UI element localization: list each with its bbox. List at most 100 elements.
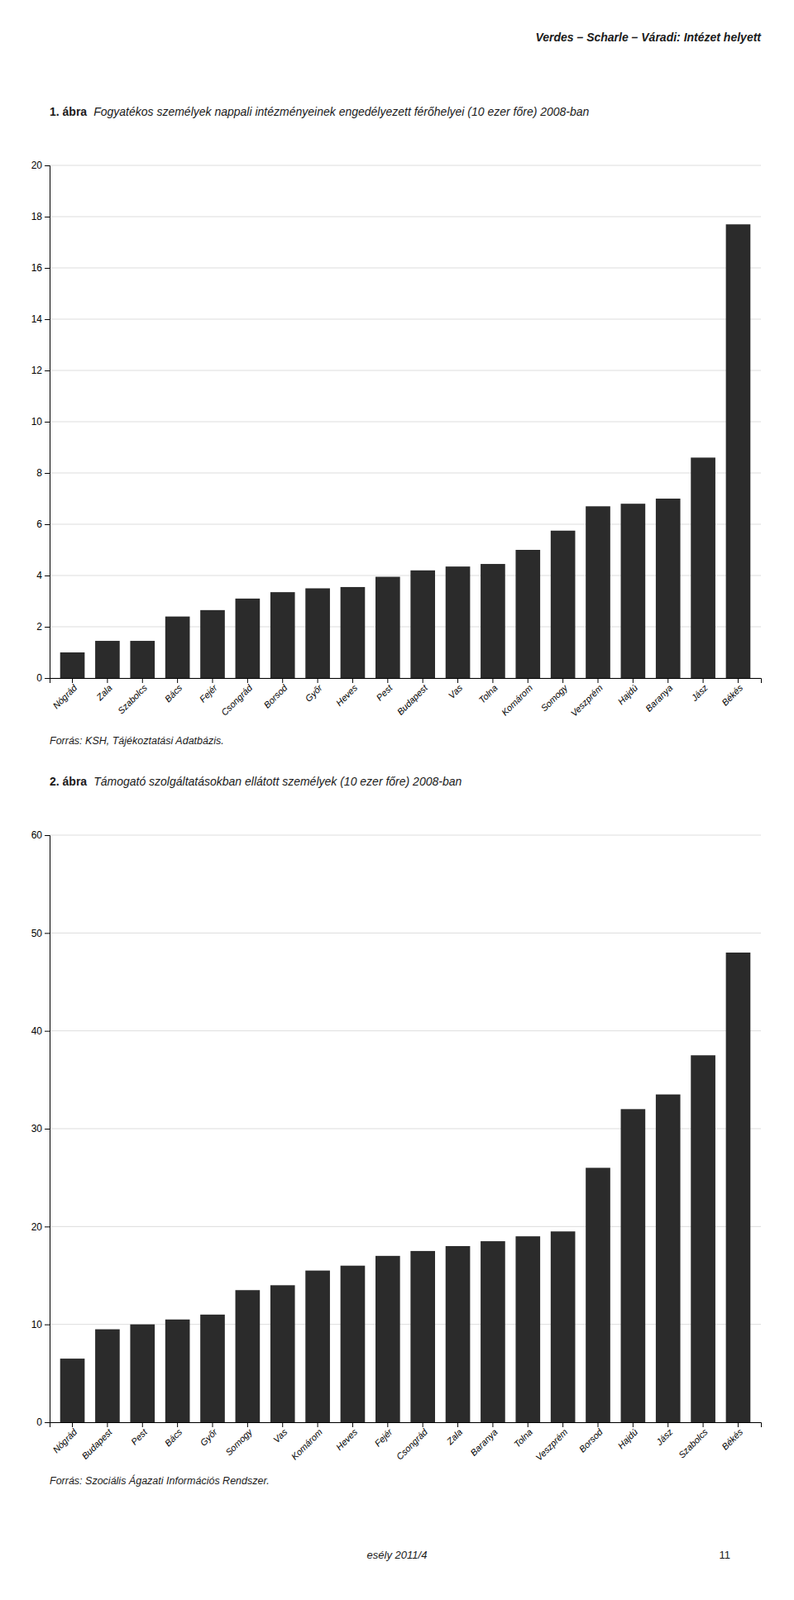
bar — [235, 1290, 261, 1423]
x-tick: Hajdú — [615, 1422, 640, 1451]
x-tick: Békés — [719, 1422, 745, 1453]
bar — [375, 1256, 401, 1423]
grid-line — [49, 1226, 761, 1228]
x-tick-label: Szabolcs — [676, 1426, 710, 1460]
bar — [305, 1271, 331, 1423]
bar — [129, 1324, 155, 1423]
y-tick-mark — [44, 524, 50, 526]
x-tick: Nógrád — [50, 1422, 80, 1456]
x-tick-mark — [352, 678, 354, 684]
x-tick-label: Nógrád — [50, 1426, 80, 1456]
source: Forrás: KSH, Tájékoztatási Adatbázis. — [49, 735, 225, 747]
bar — [305, 588, 331, 680]
x-tick: Veszprém — [533, 1422, 570, 1464]
x-tick-label: Baranya — [468, 1427, 499, 1459]
y-tick-label: 2 — [36, 621, 43, 633]
x-tick: Békés — [719, 678, 745, 708]
y-tick-label: 30 — [31, 1123, 44, 1135]
bar — [60, 652, 86, 679]
x-tick-label: Csongrád — [394, 1426, 431, 1463]
x-tick-mark — [737, 1422, 739, 1428]
x-tick-mark — [387, 1422, 388, 1428]
y-tick-label: 12 — [31, 364, 44, 377]
x-tick: Heves — [334, 678, 360, 708]
x-tick-mark — [106, 678, 108, 684]
y-axis: 02468101214161820 — [31, 159, 51, 684]
x-tick: Komárom — [499, 678, 535, 718]
x-tick-mark — [142, 1422, 144, 1428]
y-tick-label: 8 — [36, 467, 43, 479]
bar — [375, 577, 401, 679]
x-tick: Pest — [374, 678, 396, 704]
x-tick-label: Heves — [334, 682, 360, 708]
x-tick-label: Pest — [374, 682, 396, 704]
bar — [655, 1095, 681, 1423]
grid-line — [49, 1324, 761, 1325]
x-tick: Bács — [162, 1422, 185, 1449]
bar — [621, 503, 646, 679]
grid-line — [49, 165, 761, 167]
x-tick-label: Békés — [719, 682, 745, 708]
x-tick: Zala — [444, 1422, 464, 1448]
x-tick-mark — [247, 678, 249, 684]
y-tick-mark — [44, 575, 50, 577]
x-tick-mark — [457, 678, 459, 684]
x-tick-mark — [632, 1422, 634, 1428]
x-tick-mark — [597, 1422, 599, 1428]
x-tick-mark — [457, 1422, 459, 1428]
y-tick: 6 — [36, 518, 50, 531]
y-tick: 20 — [31, 1221, 50, 1234]
chart: 2. ábraTámogató szolgáltatásokban elláto… — [31, 774, 762, 1488]
y-tick: 0 — [36, 1416, 50, 1429]
x-tick-label: Somogy — [223, 1425, 255, 1458]
x-tick-mark — [703, 678, 704, 684]
x-tick-label: Borsod — [261, 682, 290, 711]
y-tick-mark — [44, 678, 50, 680]
y-tick-label: 6 — [36, 518, 43, 531]
x-tick-label: Vas — [446, 682, 465, 701]
y-tick-label: 0 — [36, 1416, 43, 1429]
bar — [726, 224, 751, 679]
bar — [165, 1320, 191, 1423]
x-tick: Tolna — [511, 1422, 535, 1450]
y-tick-label: 20 — [31, 1221, 44, 1234]
x-tick-label: Veszprém — [533, 1427, 570, 1464]
x-tick: Fejér — [372, 1422, 395, 1450]
bar — [445, 1246, 471, 1423]
x-tick-label: Budapest — [395, 682, 431, 718]
x-tick-label: Csongrád — [219, 682, 255, 718]
x-tick-label: Heves — [334, 1426, 360, 1453]
chart-title: 1. ábra — [49, 105, 87, 119]
x-axis-line — [50, 1423, 762, 1429]
x-tick-label: Tolna — [476, 683, 499, 706]
bar — [655, 498, 681, 679]
bar — [690, 457, 716, 679]
bar — [410, 1251, 436, 1423]
grid — [49, 835, 761, 1423]
x-tick-mark — [492, 1422, 493, 1428]
x-tick-label: Tolna — [511, 1427, 535, 1450]
x-tick-mark — [176, 678, 178, 684]
x-tick-label: Bács — [162, 1426, 185, 1449]
y-tick-mark — [44, 626, 50, 628]
x-tick: Jász — [653, 1422, 675, 1449]
x-tick: Csongrád — [219, 678, 255, 718]
y-tick-mark — [44, 1226, 50, 1228]
bar — [726, 952, 751, 1423]
x-tick-mark — [667, 1422, 669, 1428]
x-tick-label: Győr — [303, 682, 326, 704]
y-axis-line — [44, 836, 51, 1424]
x-tick: Baranya — [643, 678, 675, 714]
y-tick: 60 — [31, 829, 50, 842]
x-tick-label: Pest — [129, 1426, 150, 1448]
y-tick: 12 — [31, 364, 50, 377]
x-tick: Borsod — [577, 1422, 606, 1455]
x-tick: Zala — [93, 678, 114, 704]
x-tick-label: Fejér — [197, 682, 221, 705]
bar — [445, 566, 471, 679]
bar — [480, 1241, 506, 1423]
y-tick-mark — [44, 165, 50, 167]
chart-title: 2. ábra — [49, 774, 87, 789]
y-tick: 4 — [36, 569, 50, 582]
chart: 1. ábraFogyatékos személyek nappali inté… — [31, 105, 762, 747]
